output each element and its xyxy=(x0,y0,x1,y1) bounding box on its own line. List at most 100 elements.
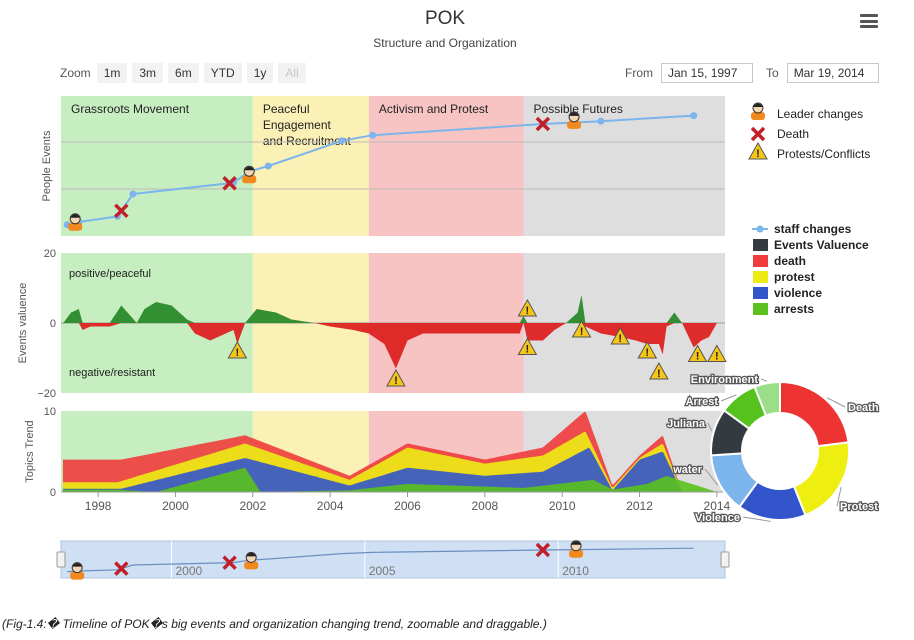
zoom-1y-button[interactable]: 1y xyxy=(246,63,274,83)
navigator-leader-icon[interactable] xyxy=(70,562,85,580)
navigator-leader-icon[interactable] xyxy=(569,540,584,558)
zoom-6m-button[interactable]: 6m xyxy=(168,63,199,83)
legend-protest-icon[interactable]: ! xyxy=(748,141,768,160)
period-band-2-people xyxy=(368,96,524,236)
warning-triangle xyxy=(649,361,669,380)
staff-change-point[interactable] xyxy=(369,131,377,139)
legend-swatch-protest xyxy=(753,271,768,283)
warning-mark: ! xyxy=(657,368,661,380)
legend-protest-label: Protests/Conflicts xyxy=(777,147,870,161)
legend-swatch-events-valuence xyxy=(753,239,768,251)
topics-axis-label: Topics Trend xyxy=(24,420,36,482)
zoom-all-button[interactable]: All xyxy=(278,63,306,83)
period-label-0: Grassroots Movement xyxy=(71,102,190,116)
zoom-ytd-button[interactable]: YTD xyxy=(203,63,242,83)
warning-mark: ! xyxy=(236,347,240,359)
warning-triangle xyxy=(517,298,538,317)
protest-marker[interactable]: ! xyxy=(517,337,538,356)
death-cross-stroke xyxy=(222,555,237,570)
person-body xyxy=(242,175,257,184)
x-tick-label: 2000 xyxy=(162,499,189,513)
period-label-1: Peaceful xyxy=(263,102,310,116)
staff-change-point[interactable] xyxy=(129,190,137,198)
protest-marker[interactable]: ! xyxy=(610,326,631,345)
x-tick-label: 2006 xyxy=(394,499,421,513)
death-marker[interactable] xyxy=(114,203,129,219)
pie-label-violence: Violence xyxy=(695,512,740,524)
protest-marker[interactable]: ! xyxy=(649,361,669,380)
zoom-1m-button[interactable]: 1m xyxy=(96,63,128,83)
navigator-death-marker[interactable] xyxy=(535,542,551,558)
topics-tick-label: 0 xyxy=(50,487,56,499)
death-cross-stroke xyxy=(535,116,551,132)
x-tick-label: 2008 xyxy=(471,499,498,513)
protest-marker[interactable]: ! xyxy=(571,319,592,338)
period-label-1: Engagement xyxy=(263,118,332,132)
period-band-1-people xyxy=(252,96,369,236)
warning-triangle xyxy=(687,344,708,362)
person-body xyxy=(70,571,85,580)
x-tick-label: 2014 xyxy=(704,499,731,513)
leader-change-icon[interactable] xyxy=(242,165,257,184)
staff-change-point[interactable] xyxy=(597,117,605,125)
protest-marker[interactable]: ! xyxy=(637,340,658,359)
period-label-2: Activism and Protest xyxy=(379,102,489,116)
legend-death-icon[interactable] xyxy=(750,126,766,142)
warning-mark: ! xyxy=(696,351,700,363)
staff-change-point[interactable] xyxy=(264,162,272,170)
leader-change-icon[interactable] xyxy=(567,111,582,129)
timeline-chart[interactable]: Grassroots Movement PeacefulEngagementand… xyxy=(0,0,914,612)
legend-series-label: death xyxy=(774,254,806,268)
valuence-tick-label: −20 xyxy=(37,388,56,400)
pie-slice-death[interactable] xyxy=(779,380,850,448)
person-hair xyxy=(571,541,582,545)
period-label-3: Possible Futures xyxy=(534,102,623,116)
person-body xyxy=(68,222,83,231)
topic-area-arrests xyxy=(62,468,717,492)
warning-mark: ! xyxy=(645,347,649,359)
death-cross-stroke xyxy=(535,542,551,558)
leader-change-icon[interactable] xyxy=(68,213,83,231)
pie-connector xyxy=(760,378,767,382)
protest-marker[interactable]: ! xyxy=(517,298,538,317)
protest-marker[interactable]: ! xyxy=(386,368,406,387)
staff-change-point[interactable] xyxy=(690,112,698,120)
person-hair xyxy=(70,214,81,218)
legend-staff-dot xyxy=(756,225,764,233)
protest-marker[interactable]: ! xyxy=(687,344,708,363)
legend-series-label: staff changes xyxy=(774,222,852,236)
navigator-tick-label: 2010 xyxy=(562,564,589,578)
death-marker[interactable] xyxy=(222,175,237,191)
zoom-3m-button[interactable]: 3m xyxy=(132,63,164,83)
zoom-label: Zoom xyxy=(60,66,91,80)
death-cross-stroke xyxy=(750,126,766,142)
navigator-leader-icon[interactable] xyxy=(244,551,259,570)
pie-connector xyxy=(742,516,772,522)
navigator-tick-label: 2000 xyxy=(175,564,202,578)
navigator-death-marker[interactable] xyxy=(114,561,129,576)
warning-mark: ! xyxy=(580,326,584,338)
pie-slice-environment[interactable] xyxy=(753,380,781,417)
range-from: From xyxy=(625,63,753,83)
people-events-axis-label: People Events xyxy=(41,130,53,201)
protest-marker[interactable]: ! xyxy=(707,344,727,363)
to-date-input[interactable] xyxy=(786,63,879,83)
valuence-tick-label: 20 xyxy=(44,248,56,260)
warning-triangle xyxy=(637,340,658,359)
warning-triangle xyxy=(610,326,631,345)
legend-leader-icon[interactable] xyxy=(751,102,765,120)
x-tick-label: 2010 xyxy=(549,499,576,513)
hamburger-menu-icon[interactable] xyxy=(860,14,878,28)
death-marker[interactable] xyxy=(535,116,551,132)
staff-change-point[interactable] xyxy=(338,137,346,145)
from-date-input[interactable] xyxy=(661,63,753,83)
warning-mark: ! xyxy=(618,333,622,345)
protest-marker[interactable]: ! xyxy=(227,340,248,359)
pie-label-water: water xyxy=(672,464,702,476)
warning-triangle xyxy=(571,319,592,338)
valuence-tick-label: 0 xyxy=(50,318,56,330)
navigator-right-handle[interactable] xyxy=(720,551,730,568)
navigator-death-marker[interactable] xyxy=(222,555,237,570)
legend-swatch-death xyxy=(753,255,768,267)
navigator-left-handle[interactable] xyxy=(56,551,66,568)
